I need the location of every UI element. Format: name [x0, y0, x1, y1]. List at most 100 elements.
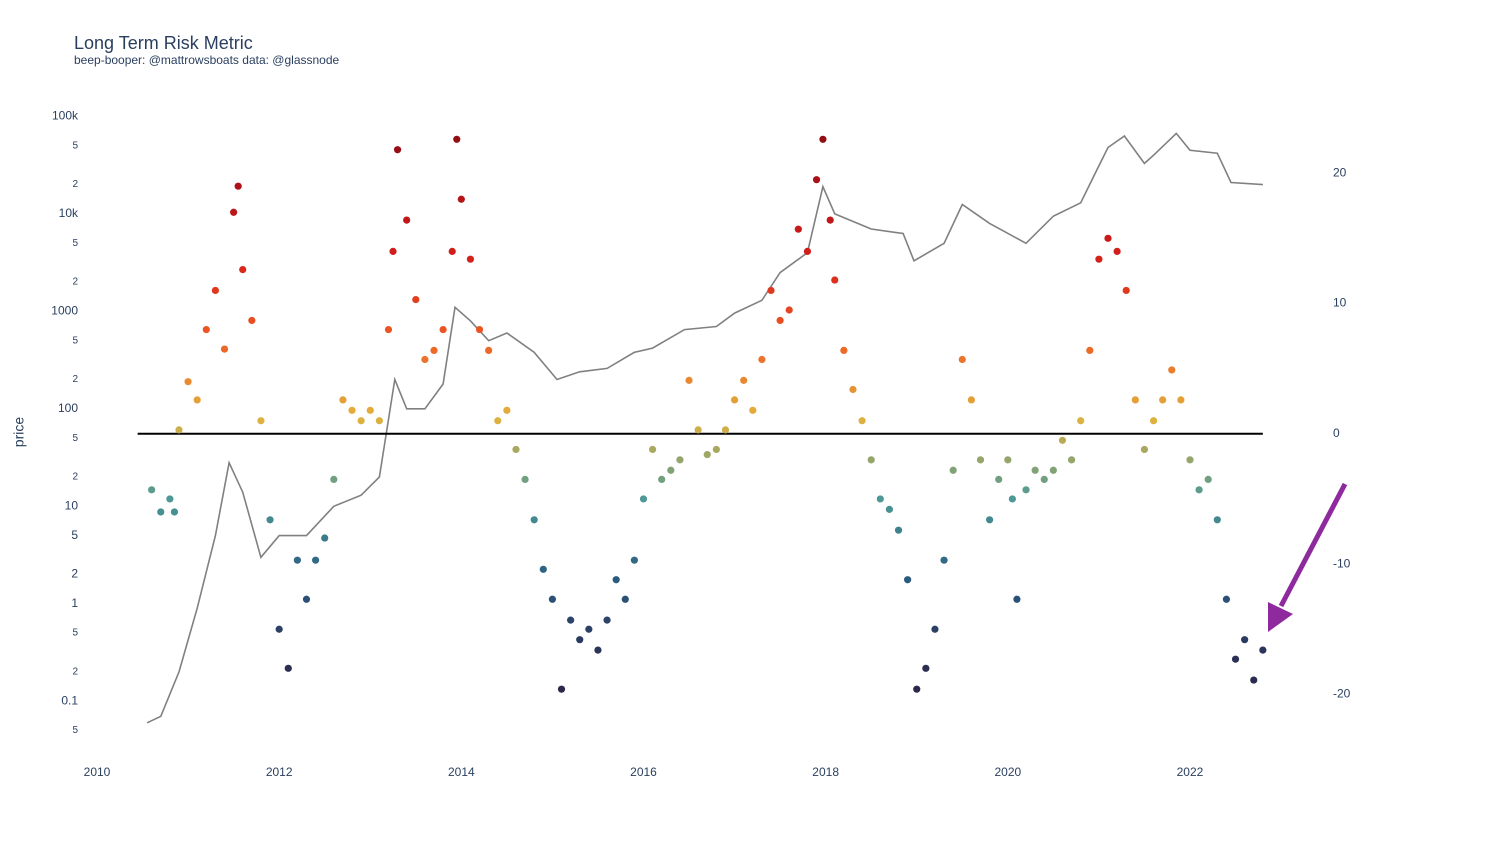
risk-point: [658, 475, 666, 483]
risk-point: [311, 556, 320, 564]
risk-point: [931, 625, 939, 633]
x-tick-label: 2022: [1177, 765, 1204, 779]
risk-point: [275, 625, 283, 633]
y-tick-label: 2: [72, 277, 78, 288]
risk-point: [831, 276, 839, 284]
y-tick-label: 1000: [51, 304, 78, 318]
risk-point: [366, 406, 374, 414]
risk-point: [1040, 475, 1048, 483]
risk-point: [603, 616, 611, 624]
risk-point: [849, 385, 857, 394]
risk-point: [630, 556, 638, 564]
risk-point: [1067, 456, 1076, 464]
risk-point: [612, 576, 620, 584]
risk-point: [1022, 486, 1030, 494]
risk-point: [403, 216, 411, 224]
x-tick-label: 2016: [630, 765, 657, 779]
risk-point: [649, 445, 657, 454]
risk-point: [557, 685, 566, 693]
y2-tick-label: -20: [1333, 687, 1351, 701]
y-tick-label: 0.1: [61, 693, 78, 707]
risk-point: [457, 195, 465, 203]
risk-point: [749, 406, 757, 414]
risk-point: [1159, 396, 1167, 404]
risk-point: [826, 216, 834, 224]
x-tick-label: 2012: [266, 765, 293, 779]
risk-point: [594, 646, 602, 654]
y-tick-label: 5: [72, 238, 78, 249]
risk-point: [958, 355, 966, 364]
risk-point: [521, 475, 529, 483]
risk-point: [1095, 255, 1103, 263]
risk-point: [1168, 366, 1176, 374]
risk-point: [453, 135, 461, 143]
risk-point: [1177, 396, 1185, 404]
risk-point: [393, 146, 402, 154]
risk-point: [585, 625, 593, 633]
risk-point: [1049, 466, 1057, 474]
risk-point: [539, 565, 547, 573]
risk-point: [876, 495, 884, 503]
risk-point: [1186, 456, 1194, 464]
risk-point: [548, 595, 557, 603]
risk-point: [730, 396, 739, 404]
risk-point: [740, 376, 748, 384]
risk-point: [239, 266, 247, 274]
risk-point: [339, 396, 347, 404]
risk-point: [1031, 466, 1039, 474]
risk-point: [576, 636, 584, 644]
risk-point: [986, 516, 994, 524]
y2-tick-label: 10: [1333, 296, 1347, 310]
risk-point: [767, 286, 775, 295]
y-tick-label: 2: [72, 472, 78, 483]
risk-point: [494, 417, 502, 425]
x-tick-label: 2020: [994, 765, 1021, 779]
risk-point: [840, 346, 848, 354]
risk-point: [885, 505, 894, 513]
risk-point: [567, 616, 575, 624]
risk-point: [1086, 346, 1094, 354]
risk-point: [485, 346, 493, 354]
risk-point: [621, 595, 629, 603]
risk-point: [858, 417, 866, 425]
chart-title: Long Term Risk Metric: [74, 33, 253, 53]
risk-point: [148, 486, 156, 494]
risk-point: [685, 376, 693, 384]
risk-point: [170, 508, 179, 516]
y-tick-label: 2: [71, 567, 78, 581]
risk-point: [949, 466, 957, 474]
risk-point: [302, 595, 311, 603]
risk-point: [257, 417, 265, 425]
risk-point: [1149, 417, 1158, 425]
arrow-annotation: [1268, 482, 1348, 632]
risk-point: [321, 534, 329, 542]
y2-tick-label: 20: [1333, 165, 1347, 179]
risk-point: [694, 426, 702, 434]
risk-point: [439, 325, 447, 334]
risk-point: [894, 526, 903, 534]
risk-point: [448, 247, 456, 255]
risk-point: [1259, 646, 1267, 654]
y-tick-label: 2: [72, 179, 78, 190]
risk-point: [1077, 417, 1085, 425]
y-tick-label: 10k: [59, 206, 79, 220]
risk-point: [248, 316, 256, 325]
risk-point: [1058, 436, 1067, 444]
risk-point: [904, 576, 912, 584]
x-tick-label: 2014: [448, 765, 475, 779]
risk-point: [976, 456, 985, 464]
risk-point: [234, 182, 242, 190]
risk-point: [375, 417, 383, 425]
y-tick-label: 2: [72, 667, 78, 678]
risk-point: [794, 225, 802, 233]
risk-point: [940, 556, 948, 564]
risk-point: [967, 396, 975, 404]
risk-point: [157, 508, 165, 516]
y-axis-title: price: [11, 417, 27, 448]
risk-point: [384, 325, 393, 334]
risk-point: [466, 255, 475, 263]
risk-point: [1113, 247, 1121, 255]
risk-point: [867, 456, 875, 464]
